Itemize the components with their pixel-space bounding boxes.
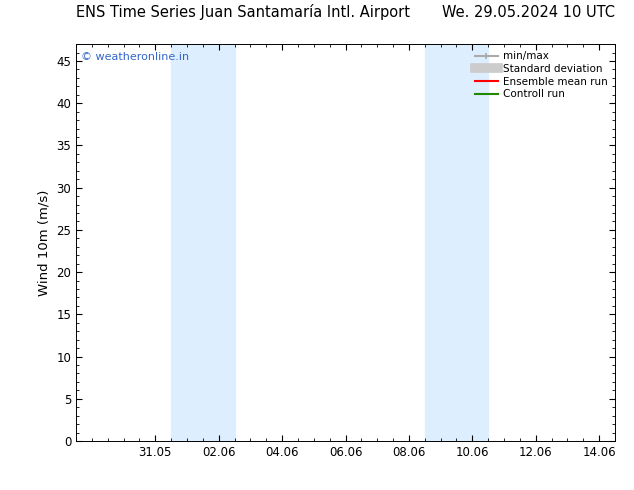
Text: We. 29.05.2024 10 UTC: We. 29.05.2024 10 UTC — [442, 4, 615, 20]
Bar — [171, 44, 235, 441]
Text: ENS Time Series Juan Santamaría Intl. Airport: ENS Time Series Juan Santamaría Intl. Ai… — [76, 3, 410, 20]
Y-axis label: Wind 10m (m/s): Wind 10m (m/s) — [38, 189, 51, 296]
Legend: min/max, Standard deviation, Ensemble mean run, Controll run: min/max, Standard deviation, Ensemble me… — [470, 47, 612, 103]
Bar — [425, 44, 488, 441]
Text: © weatheronline.in: © weatheronline.in — [81, 52, 190, 62]
